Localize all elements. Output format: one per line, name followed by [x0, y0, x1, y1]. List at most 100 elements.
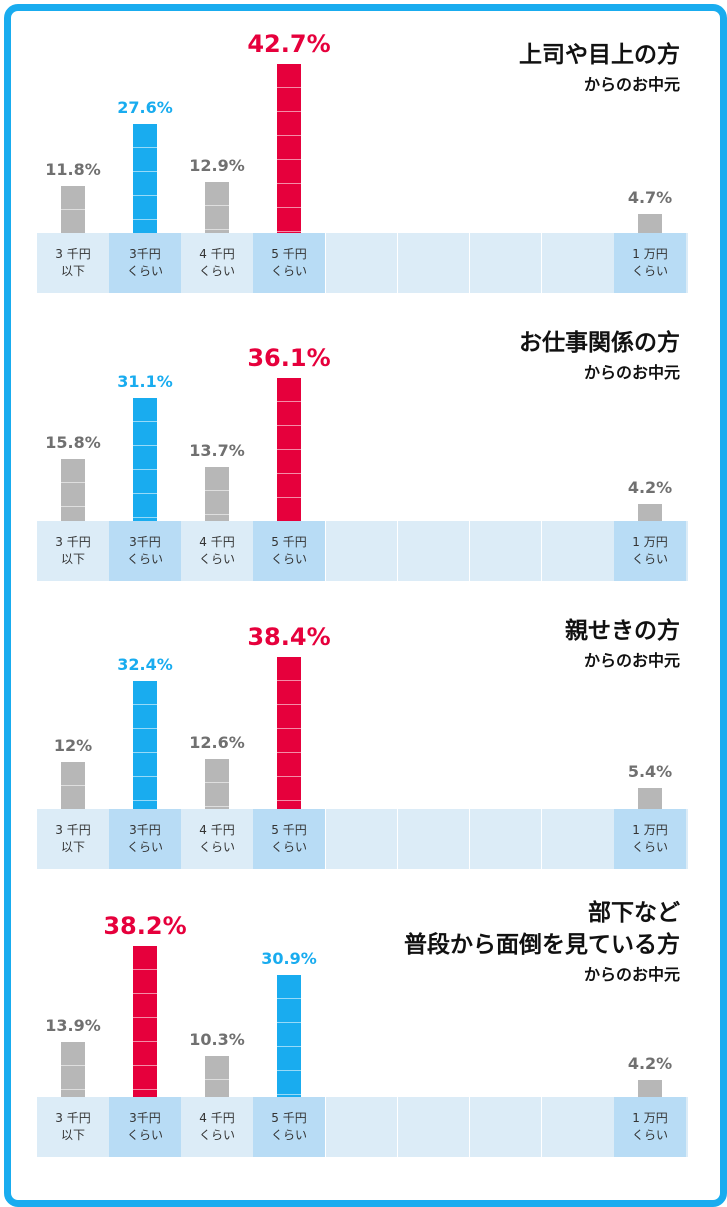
- category-label-line2: くらい: [126, 1128, 163, 1142]
- category-label: 1 万円 くらい: [614, 809, 686, 869]
- category-label-line1: 5 千円: [271, 247, 307, 261]
- category-label-line2: くらい: [198, 1128, 235, 1142]
- category-band: 3 千円 以下 3千円 くらい 4 千円 くらい 5 千円 くらい 1 万円 くらい: [37, 521, 688, 581]
- chart-title-line: お仕事関係の方: [519, 330, 680, 356]
- category-label-line1: 4 千円: [199, 1111, 235, 1125]
- category-label: 5 千円くらい: [253, 809, 325, 869]
- value-label: 42.7%: [247, 30, 331, 58]
- value-label: 12%: [53, 736, 93, 755]
- category-label: 3千円 くらい: [109, 809, 181, 869]
- bar: [638, 214, 662, 233]
- column-divider: [541, 1097, 542, 1157]
- category-label-line2: くらい: [270, 840, 307, 854]
- category-label-line2: 以下: [60, 552, 85, 566]
- category-label-line1: 1 万円: [632, 823, 668, 837]
- category-label-line1: 5 千円: [271, 823, 307, 837]
- value-label: 31.1%: [117, 372, 173, 391]
- category-label: 3 千円 以下: [37, 1097, 109, 1157]
- value-label: 12.6%: [189, 733, 245, 752]
- category-label: 1 万円 くらい: [614, 521, 686, 581]
- chart-title-line: 親せきの方: [565, 618, 680, 644]
- column-divider: [469, 809, 470, 869]
- bar: [133, 398, 157, 521]
- chart-title: 親せきの方からのお中元: [565, 615, 680, 673]
- value-label: 27.6%: [117, 98, 173, 117]
- category-label: 1 万円 くらい: [614, 233, 686, 293]
- category-label-line1: 3千円: [129, 1111, 161, 1125]
- category-label: 1 万円 くらい: [614, 1097, 686, 1157]
- category-band: 3 千円 以下 3千円 くらい 4 千円 くらい 5 千円 くらい 1 万円 くらい: [37, 809, 688, 869]
- category-label: 4 千円くらい: [181, 233, 253, 293]
- chart-panel: お仕事関係の方 からのお中元 3 千円 以下 3千円 くらい 4 千円 くらい 5 千円 くらい 1…: [11, 299, 720, 589]
- category-label-line1: 3 千円: [55, 535, 91, 549]
- bar: [205, 759, 229, 809]
- chart-subtitle: からのお中元: [583, 75, 680, 94]
- bar: [277, 378, 301, 521]
- chart-title: 部下など 普段から面倒を見ている方 からのお中元: [404, 897, 680, 987]
- category-label: 4 千円くらい: [181, 1097, 253, 1157]
- bar: [277, 975, 301, 1097]
- category-label-line1: 3 千円: [55, 247, 91, 261]
- column-divider: [541, 521, 542, 581]
- column-divider: [397, 521, 398, 581]
- category-band: 3 千円 以下 3千円 くらい 4 千円 くらい 5 千円 くらい 1 万円 くらい: [37, 233, 688, 293]
- value-label: 36.1%: [247, 344, 331, 372]
- bar: [133, 946, 157, 1097]
- bar: [61, 1042, 85, 1097]
- column-divider: [541, 233, 542, 293]
- category-label-line1: 3千円: [129, 247, 161, 261]
- chart-panel: 部下など 普段から面倒を見ている方 からのお中元 3 千円 以下 3千円 くらい 4 千円 くら…: [11, 875, 720, 1165]
- category-label-line2: くらい: [126, 264, 163, 278]
- bar: [61, 459, 85, 521]
- category-label: 3千円くらい: [109, 233, 181, 293]
- bar: [205, 467, 229, 521]
- category-label: 4 千円 くらい: [181, 521, 253, 581]
- category-label-line2: くらい: [198, 264, 235, 278]
- column-divider: [541, 809, 542, 869]
- chart-panel: 上司や目上の方 からのお中元 3 千円 以下 3千円 くらい 4 千円 くらい 5 千円 くらい 1…: [11, 11, 720, 301]
- column-divider: [325, 1097, 326, 1157]
- bar: [61, 186, 85, 233]
- value-label: 13.9%: [45, 1016, 101, 1035]
- category-label: 5 千円 くらい: [253, 1097, 325, 1157]
- value-label: 10.3%: [189, 1030, 245, 1049]
- column-divider: [397, 809, 398, 869]
- infographic-frame: 上司や目上の方 からのお中元 3 千円 以下 3千円 くらい 4 千円 くらい 5 千円 くらい 1…: [4, 4, 727, 1207]
- chart-subtitle: からのお中元: [583, 651, 680, 670]
- chart-title: お仕事関係の方からのお中元: [519, 327, 680, 385]
- category-label: 3 千円以下: [37, 521, 109, 581]
- category-label-line1: 1 万円: [632, 1111, 668, 1125]
- category-label: 3千円くらい: [109, 521, 181, 581]
- value-label: 4.2%: [627, 478, 673, 497]
- category-label: 5 千円くらい: [253, 521, 325, 581]
- value-label: 4.2%: [627, 1054, 673, 1073]
- category-label-line1: 3千円: [129, 535, 161, 549]
- category-label-line1: 3千円: [129, 823, 161, 837]
- bar: [133, 124, 157, 233]
- bar: [638, 504, 662, 521]
- column-divider: [469, 521, 470, 581]
- chart-title-line: 普段から面倒を見ている方: [404, 932, 680, 958]
- category-label-line1: 5 千円: [271, 535, 307, 549]
- category-label-line2: くらい: [270, 552, 307, 566]
- chart-subtitle: からのお中元: [583, 363, 680, 382]
- bar: [277, 64, 301, 233]
- category-label-line1: 1 万円: [632, 535, 668, 549]
- value-label: 30.9%: [261, 949, 317, 968]
- category-label-line1: 4 千円: [199, 247, 235, 261]
- chart-panel: 親せきの方 からのお中元 3 千円 以下 3千円 くらい 4 千円 くらい 5 千円 くらい 1 万…: [11, 587, 720, 877]
- category-label-line1: 4 千円: [199, 535, 235, 549]
- category-label-line2: 以下: [60, 264, 85, 278]
- category-label-line1: 1 万円: [632, 247, 668, 261]
- column-divider: [469, 233, 470, 293]
- column-divider: [397, 1097, 398, 1157]
- bar: [205, 182, 229, 233]
- category-label-line2: くらい: [126, 552, 163, 566]
- category-label: 4 千円 くらい: [181, 809, 253, 869]
- value-label: 12.9%: [189, 156, 245, 175]
- category-label: 3千円くらい: [109, 1097, 181, 1157]
- category-label-line2: くらい: [198, 840, 235, 854]
- column-divider: [325, 521, 326, 581]
- category-label: 3 千円 以下: [37, 809, 109, 869]
- chart-title-line: 上司や目上の方: [519, 42, 680, 68]
